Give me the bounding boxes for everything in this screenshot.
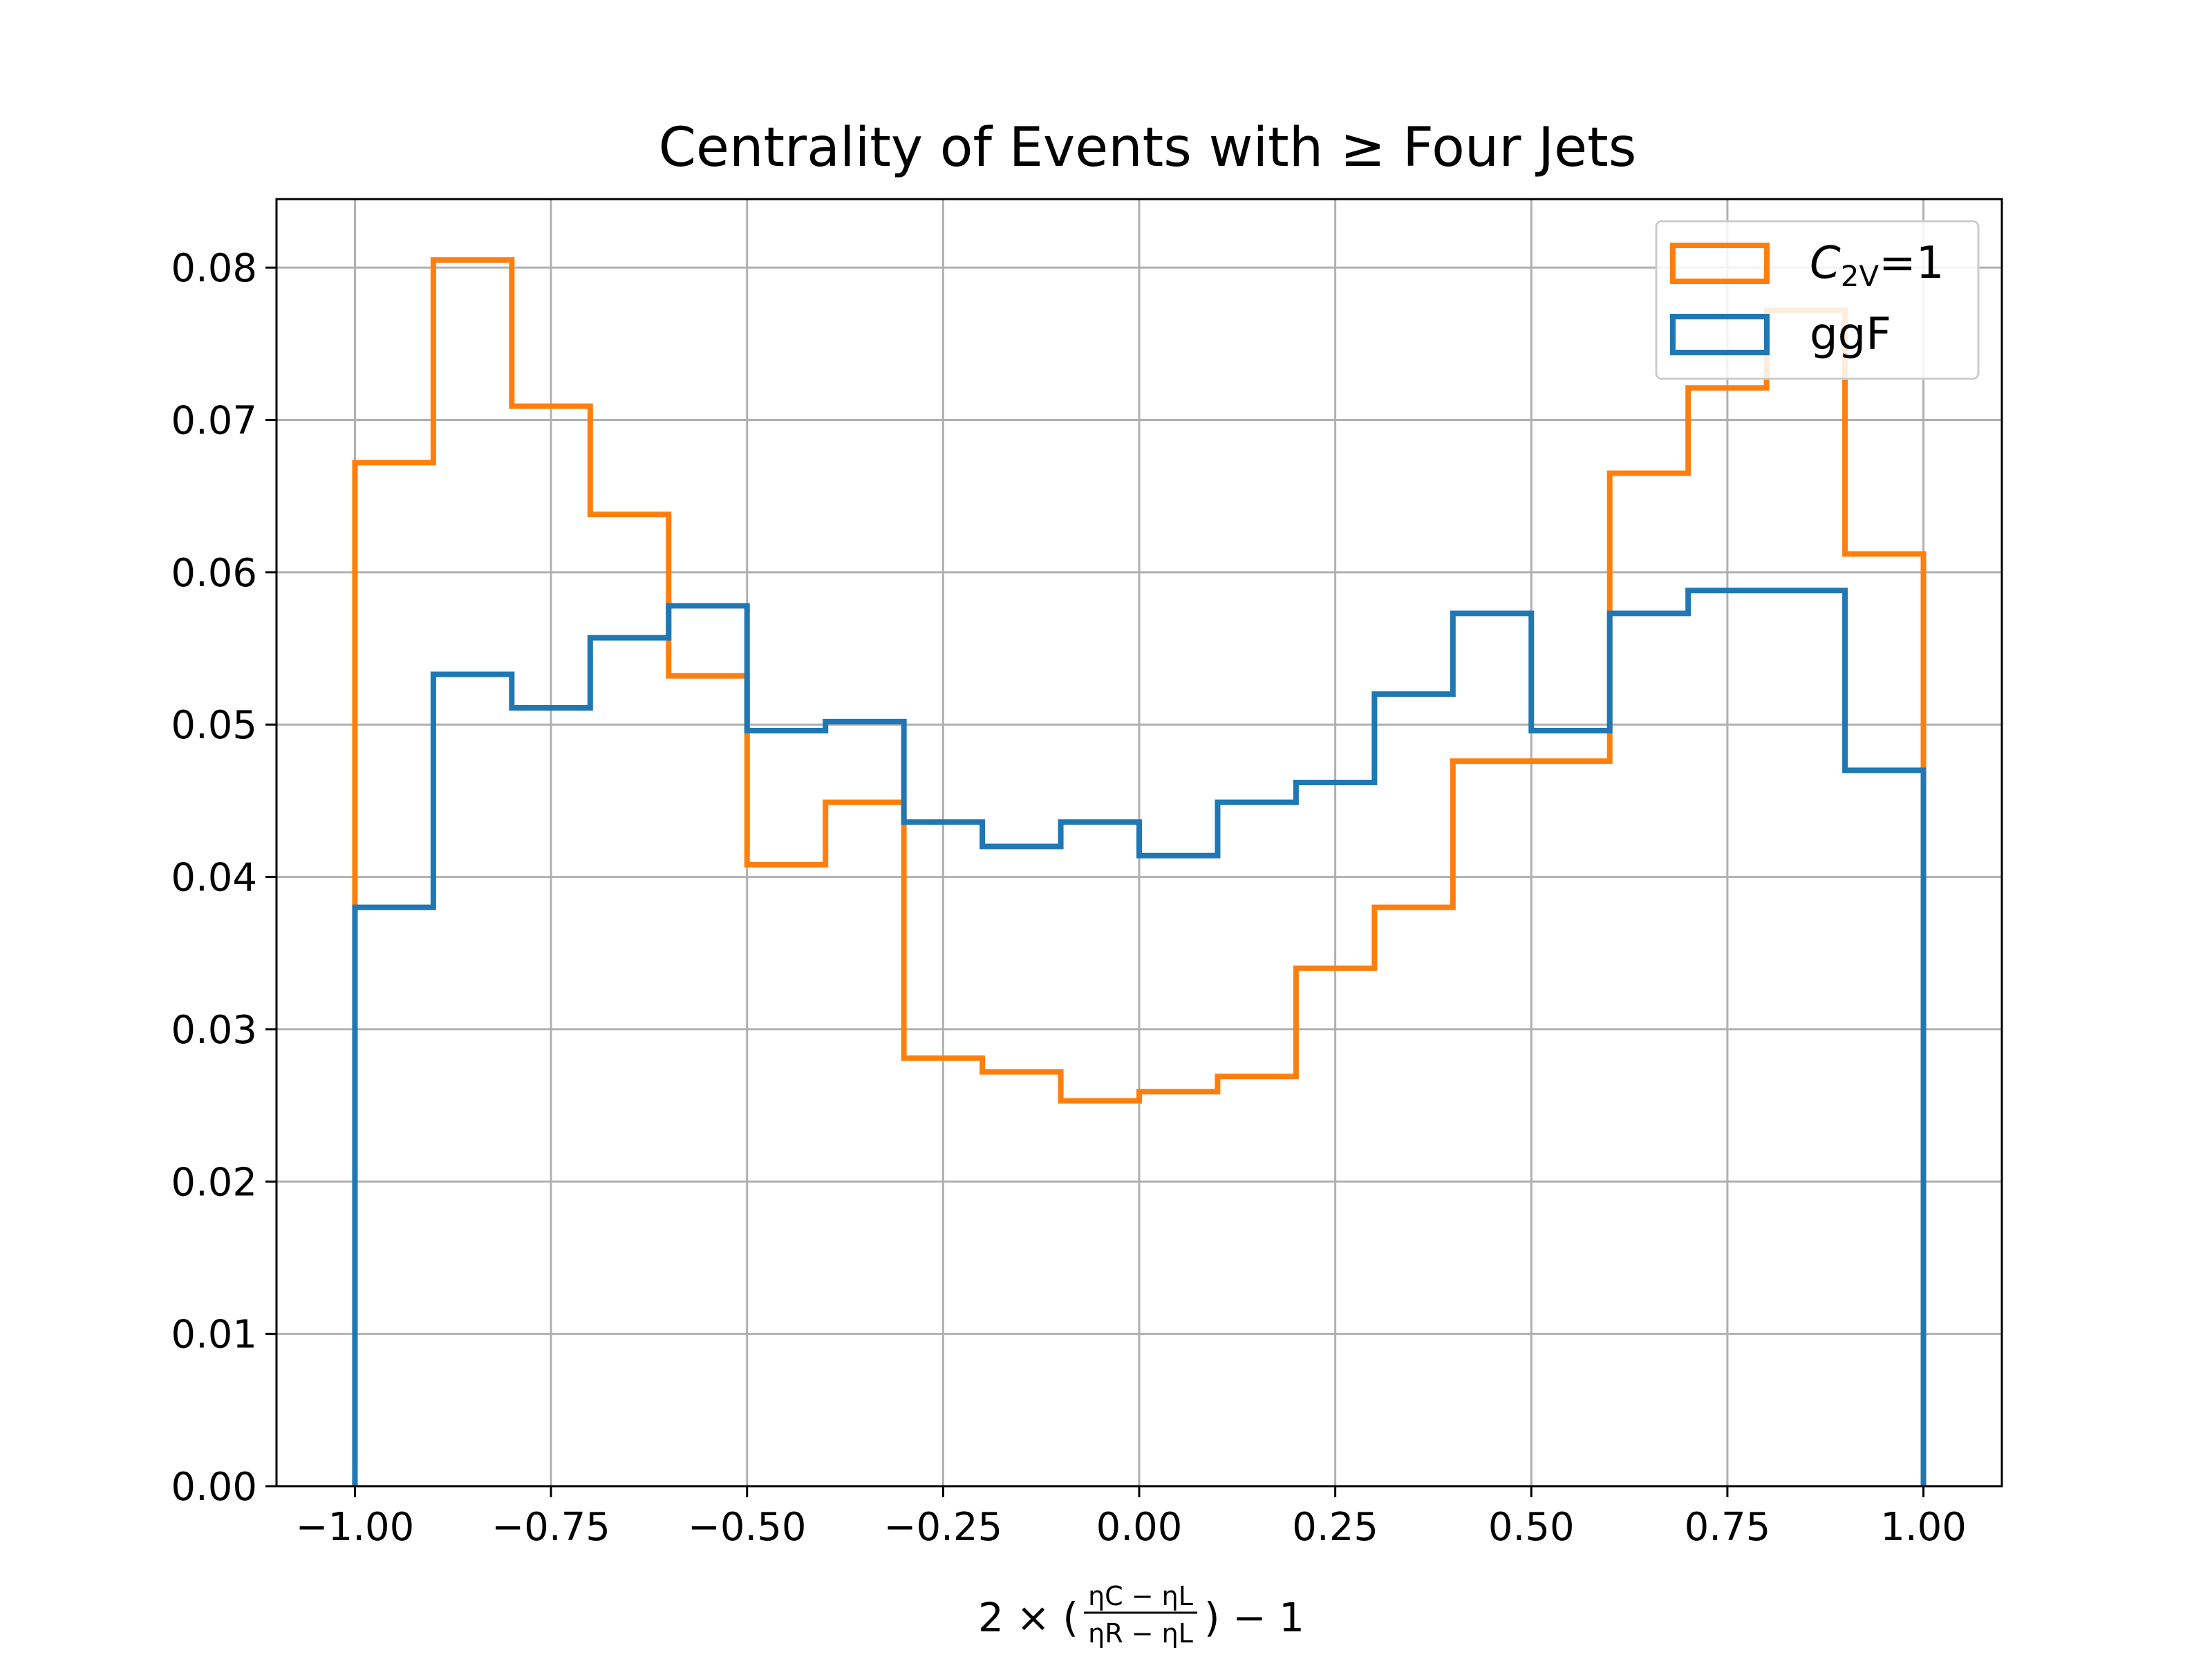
x-tick-label: −0.25: [884, 1505, 1003, 1550]
x-axis: −1.00 −0.75 −0.50 −0.25 0.00 0.25 0.50 0.75 1.00: [296, 1486, 1967, 1550]
legend-swatch-c2v: [1670, 243, 1770, 284]
x-tick-label: 0.25: [1292, 1505, 1378, 1550]
x-tick-label: 0.50: [1488, 1505, 1575, 1550]
y-tick-label: 0.01: [171, 1313, 257, 1358]
x-tick-label: 0.00: [1096, 1505, 1183, 1550]
y-tick-label: 0.02: [171, 1160, 257, 1205]
legend-label-c2v: C2V=1: [1810, 238, 1944, 293]
y-tick-label: 0.00: [171, 1465, 257, 1510]
legend-box: [1655, 220, 1980, 380]
y-tick-label: 0.04: [171, 856, 257, 901]
series-step-line-c2v: [352, 257, 1927, 1486]
x-axis-label-prefix: 2 × (: [978, 1594, 1078, 1641]
x-tick-label: 1.00: [1880, 1505, 1967, 1550]
y-axis: 0.00 0.01 0.02 0.03 0.04 0.05 0.06 0.07 0.08: [171, 246, 276, 1510]
y-tick-label: 0.05: [171, 703, 257, 748]
chart-title: Centrality of Events with ≥ Four Jets: [659, 117, 1637, 179]
x-axis-label-numerator: ηC − ηL: [1088, 1581, 1193, 1611]
legend: C2V=1 ggF: [1655, 220, 1980, 380]
x-axis-label-suffix: ) − 1: [1204, 1594, 1304, 1641]
x-tick-label: 0.75: [1685, 1505, 1771, 1550]
y-tick-label: 0.03: [171, 1008, 257, 1053]
y-tick-label: 0.07: [171, 399, 257, 444]
y-tick-label: 0.08: [171, 246, 257, 291]
legend-swatch-ggf: [1670, 314, 1770, 355]
x-axis-label-denominator: ηR − ηL: [1088, 1618, 1193, 1649]
x-tick-label: −1.00: [296, 1505, 415, 1550]
x-tick-label: −0.75: [491, 1505, 610, 1550]
series-layer: [352, 257, 1927, 1486]
x-tick-label: −0.50: [688, 1505, 807, 1550]
x-axis-label: 2 × ( ηC − ηL ηR − ηL ) − 1: [978, 1581, 1304, 1649]
series-step-line-ggf: [352, 588, 1927, 1486]
legend-label-ggf: ggF: [1810, 309, 1891, 360]
y-tick-label: 0.06: [171, 551, 257, 596]
